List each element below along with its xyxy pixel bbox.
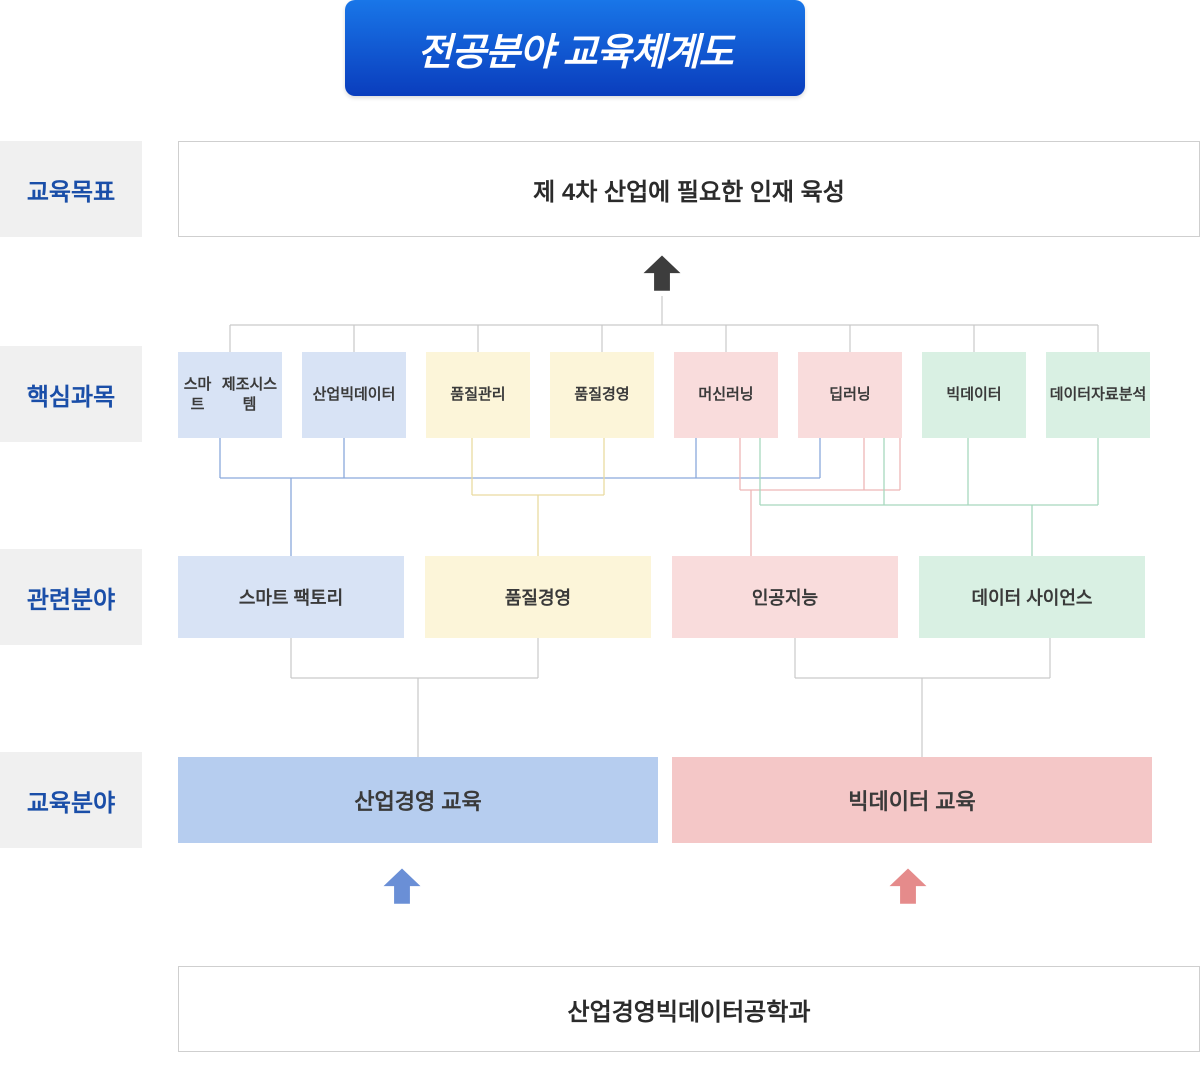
core-subject-box: 스마트제조시스템 [178, 352, 282, 438]
core-subject-text: 스마트 [178, 375, 217, 416]
goal-text: 제 4차 산업에 필요한 인재 육성 [533, 172, 845, 207]
core-subject-text: 빅데이터 [946, 385, 1001, 405]
arrow-up-blue-icon [380, 865, 424, 909]
core-subject-text: 품질경영 [574, 385, 629, 405]
arrow-up-pink-icon [886, 865, 930, 909]
department-text: 산업경영빅데이터공학과 [568, 992, 811, 1027]
core-subject-text: 빅데이터 [340, 385, 395, 405]
field-box: 스마트 팩토리 [178, 556, 404, 638]
row-label-goal: 교육목표 [0, 141, 142, 237]
core-subject-text: 딥러닝 [829, 385, 870, 405]
education-box: 산업경영 교육 [178, 757, 658, 843]
education-box: 빅데이터 교육 [672, 757, 1152, 843]
row-label-text: 관련분야 [27, 580, 115, 615]
row-label-core: 핵심과목 [0, 346, 142, 442]
title-banner: 전공분야 교육체계도 [345, 0, 805, 96]
core-subject-text: 머신러닝 [698, 385, 753, 405]
core-subject-text: 산업 [313, 385, 341, 405]
arrow-up-icon [640, 252, 684, 296]
goal-box: 제 4차 산업에 필요한 인재 육성 [178, 141, 1200, 237]
core-subject-text: 품질관리 [450, 385, 505, 405]
row-label-text: 핵심과목 [27, 377, 115, 412]
field-box: 인공지능 [672, 556, 898, 638]
core-subject-text: 제조시스템 [217, 375, 282, 416]
core-subject-box: 머신러닝 [674, 352, 778, 438]
field-box: 데이터 사이언스 [919, 556, 1145, 638]
core-subject-box: 품질경영 [550, 352, 654, 438]
core-subject-text: 데이터 [1050, 385, 1091, 405]
core-subject-text: 자료분석 [1091, 385, 1146, 405]
row-label-text: 교육분야 [27, 783, 115, 818]
field-box: 품질경영 [425, 556, 651, 638]
core-subject-box: 빅데이터 [922, 352, 1026, 438]
core-subject-box: 딥러닝 [798, 352, 902, 438]
row-label-edu: 교육분야 [0, 752, 142, 848]
department-box: 산업경영빅데이터공학과 [178, 966, 1200, 1052]
row-label-text: 교육목표 [27, 172, 115, 207]
core-subject-box: 품질관리 [426, 352, 530, 438]
core-subject-box: 데이터자료분석 [1046, 352, 1150, 438]
title-text: 전공분야 교육체계도 [417, 21, 732, 76]
row-label-field: 관련분야 [0, 549, 142, 645]
core-subject-box: 산업빅데이터 [302, 352, 406, 438]
